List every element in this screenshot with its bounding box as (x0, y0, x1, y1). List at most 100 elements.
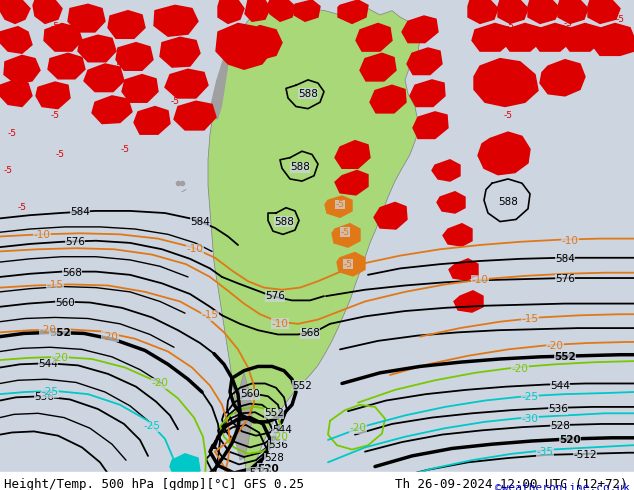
Text: 588: 588 (498, 197, 518, 207)
Text: -5: -5 (566, 65, 574, 74)
Text: -5: -5 (503, 111, 512, 120)
Text: 544: 544 (550, 381, 570, 391)
Polygon shape (210, 55, 228, 119)
Text: 544: 544 (272, 425, 292, 435)
Text: -512: -512 (573, 450, 597, 460)
Text: 588: 588 (274, 217, 294, 226)
Text: 552: 552 (264, 408, 284, 418)
Polygon shape (356, 24, 392, 51)
Text: -512: -512 (136, 474, 160, 484)
Polygon shape (154, 5, 198, 36)
Polygon shape (498, 0, 528, 24)
Text: -25: -25 (143, 421, 160, 431)
Text: -5: -5 (335, 200, 344, 209)
Polygon shape (240, 25, 282, 60)
Polygon shape (0, 0, 30, 24)
Polygon shape (332, 224, 360, 247)
Text: -5: -5 (505, 22, 515, 31)
Text: 536: 536 (268, 440, 288, 450)
Text: -5: -5 (4, 166, 13, 175)
Text: -5: -5 (503, 68, 512, 77)
Text: -5: -5 (171, 97, 179, 106)
Text: -20: -20 (39, 325, 56, 335)
Polygon shape (84, 64, 124, 92)
Polygon shape (48, 53, 85, 79)
Text: -25: -25 (41, 387, 58, 397)
Polygon shape (208, 8, 420, 485)
Polygon shape (116, 43, 153, 70)
Text: -5: -5 (385, 211, 394, 220)
Polygon shape (592, 24, 634, 55)
Polygon shape (528, 0, 560, 24)
Polygon shape (108, 11, 145, 38)
Polygon shape (235, 373, 252, 460)
Text: 552: 552 (49, 328, 71, 339)
Polygon shape (502, 24, 542, 51)
Text: 552: 552 (554, 352, 576, 362)
Polygon shape (335, 171, 368, 195)
Polygon shape (468, 0, 498, 24)
Polygon shape (532, 24, 572, 51)
Polygon shape (160, 37, 200, 67)
Text: -5: -5 (458, 299, 467, 308)
Polygon shape (540, 60, 585, 96)
Polygon shape (449, 259, 478, 280)
Text: 584: 584 (70, 207, 90, 217)
Polygon shape (325, 196, 352, 217)
Text: 520: 520 (559, 435, 581, 445)
Polygon shape (174, 101, 216, 130)
Text: -30: -30 (522, 414, 538, 424)
Polygon shape (268, 0, 295, 21)
Text: -5: -5 (56, 150, 65, 159)
Polygon shape (0, 26, 32, 53)
Polygon shape (170, 454, 200, 479)
Text: 536: 536 (34, 392, 54, 402)
Text: -25: -25 (522, 392, 538, 402)
Text: ©weatheronline.co.uk: ©weatheronline.co.uk (495, 483, 630, 490)
Polygon shape (337, 252, 365, 276)
Polygon shape (410, 80, 445, 106)
Text: -20: -20 (101, 332, 119, 342)
Polygon shape (474, 59, 538, 106)
Polygon shape (472, 24, 512, 51)
Text: Th 26-09-2024 12:00 UTC (12+72): Th 26-09-2024 12:00 UTC (12+72) (395, 478, 628, 490)
Text: 576: 576 (265, 291, 285, 301)
Text: -5: -5 (113, 19, 122, 28)
Text: -5: -5 (455, 267, 465, 276)
Polygon shape (402, 16, 438, 43)
Text: 584: 584 (190, 217, 210, 226)
Text: -5: -5 (11, 91, 20, 100)
Text: -5: -5 (346, 150, 354, 159)
Text: -20: -20 (349, 423, 366, 433)
Text: 568: 568 (300, 328, 320, 339)
Text: -10: -10 (562, 236, 578, 246)
Polygon shape (437, 192, 465, 213)
Polygon shape (0, 80, 32, 106)
Polygon shape (165, 69, 208, 98)
Text: -5: -5 (444, 198, 453, 207)
Polygon shape (432, 160, 460, 181)
Polygon shape (134, 106, 170, 134)
Text: -20: -20 (271, 432, 288, 442)
Text: 576: 576 (555, 274, 575, 284)
Text: -15: -15 (46, 280, 63, 291)
Polygon shape (407, 48, 442, 74)
Text: 544: 544 (38, 359, 58, 369)
Text: -5: -5 (51, 22, 60, 31)
Polygon shape (558, 0, 588, 24)
Text: -5: -5 (176, 59, 184, 69)
Text: 576: 576 (65, 237, 85, 247)
Text: 520: 520 (257, 464, 279, 474)
Text: -5: -5 (226, 10, 235, 20)
Polygon shape (92, 96, 132, 123)
Text: -5: -5 (441, 166, 450, 175)
Text: 584: 584 (555, 254, 575, 264)
Polygon shape (216, 24, 272, 69)
Text: -5: -5 (113, 102, 122, 111)
Text: -15: -15 (202, 310, 219, 320)
Polygon shape (68, 4, 105, 32)
Text: -5: -5 (507, 150, 517, 159)
Text: -5: -5 (51, 111, 60, 120)
Text: -5: -5 (616, 15, 624, 24)
Text: -5: -5 (113, 62, 122, 71)
